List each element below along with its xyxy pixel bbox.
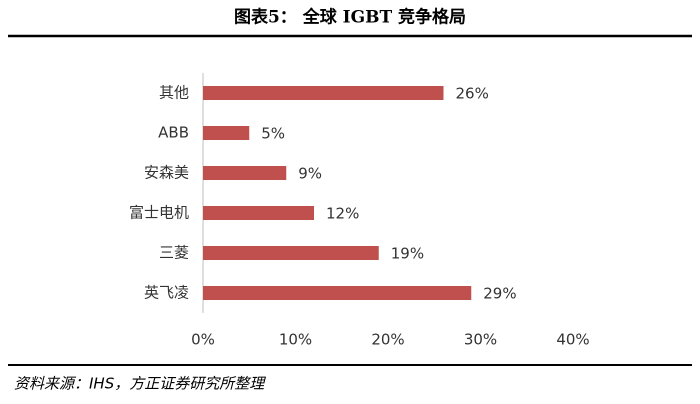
- value-label: 9%: [298, 165, 322, 183]
- y-tick-label: 其他: [159, 84, 189, 102]
- bar: [203, 166, 287, 180]
- x-tick-label: 20%: [371, 331, 404, 349]
- source: 资料来源：IHS，方正证券研究所整理: [14, 375, 266, 393]
- bar: [203, 86, 444, 100]
- bar: [203, 286, 472, 300]
- bar: [203, 206, 314, 220]
- x-tick-label: 10%: [279, 331, 312, 349]
- y-tick-label: 英飞凌: [144, 284, 189, 302]
- y-tick-label: 三菱: [159, 244, 189, 262]
- x-tick-label: 30%: [464, 331, 497, 349]
- value-label: 19%: [391, 245, 424, 263]
- x-tick-label: 40%: [556, 331, 589, 349]
- value-label: 12%: [326, 205, 359, 223]
- y-tick-label: ABB: [158, 124, 189, 142]
- x-tick-label: 0%: [191, 331, 215, 349]
- y-tick-label: 安森美: [144, 164, 189, 182]
- bar: [203, 246, 379, 260]
- value-label: 29%: [483, 285, 516, 303]
- y-tick-label: 富士电机: [129, 204, 189, 222]
- value-label: 26%: [456, 85, 489, 103]
- chart-title: 图表5： 全球 IGBT 竞争格局: [234, 7, 466, 28]
- value-label: 5%: [261, 125, 285, 143]
- bar: [203, 126, 250, 140]
